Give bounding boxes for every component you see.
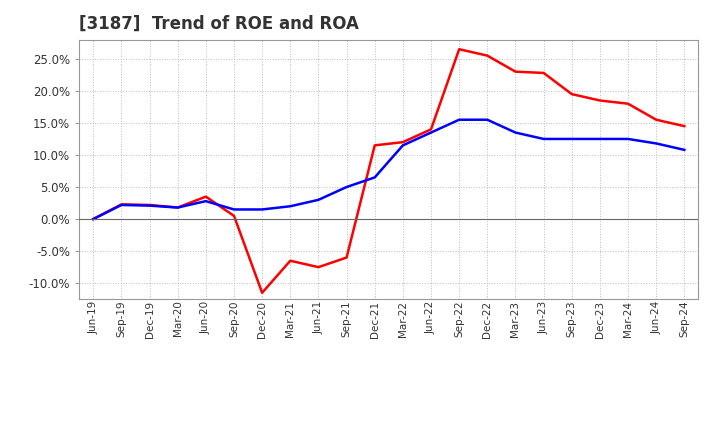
ROE — [539, 70, 548, 76]
ROE — [680, 124, 688, 129]
Line: ROE: ROE — [94, 49, 684, 293]
ROA — [230, 207, 238, 212]
ROA — [680, 147, 688, 153]
ROA — [286, 204, 294, 209]
ROE — [314, 264, 323, 270]
ROA — [89, 216, 98, 222]
ROE — [455, 47, 464, 52]
ROE — [230, 213, 238, 219]
ROA — [567, 136, 576, 142]
ROA — [427, 130, 436, 135]
ROE — [286, 258, 294, 264]
ROE — [202, 194, 210, 199]
ROE — [483, 53, 492, 58]
ROA — [455, 117, 464, 122]
ROA — [652, 141, 660, 146]
ROA — [117, 202, 126, 208]
ROE — [258, 290, 266, 295]
ROE — [145, 202, 154, 208]
ROE — [89, 216, 98, 222]
ROA — [370, 175, 379, 180]
ROA — [258, 207, 266, 212]
Text: [3187]  Trend of ROE and ROA: [3187] Trend of ROE and ROA — [79, 15, 359, 33]
ROA — [342, 184, 351, 190]
ROE — [567, 92, 576, 97]
ROE — [624, 101, 632, 106]
ROE — [595, 98, 604, 103]
ROA — [483, 117, 492, 122]
ROA — [314, 197, 323, 202]
ROA — [174, 205, 182, 210]
ROE — [370, 143, 379, 148]
ROA — [202, 198, 210, 204]
ROE — [174, 205, 182, 210]
ROE — [652, 117, 660, 122]
ROE — [511, 69, 520, 74]
ROA — [145, 203, 154, 208]
ROA — [595, 136, 604, 142]
ROE — [117, 202, 126, 207]
ROA — [399, 143, 408, 148]
ROE — [399, 139, 408, 145]
Line: ROA: ROA — [94, 120, 684, 219]
ROE — [427, 127, 436, 132]
ROA — [539, 136, 548, 142]
ROA — [511, 130, 520, 135]
ROE — [342, 255, 351, 260]
ROA — [624, 136, 632, 142]
